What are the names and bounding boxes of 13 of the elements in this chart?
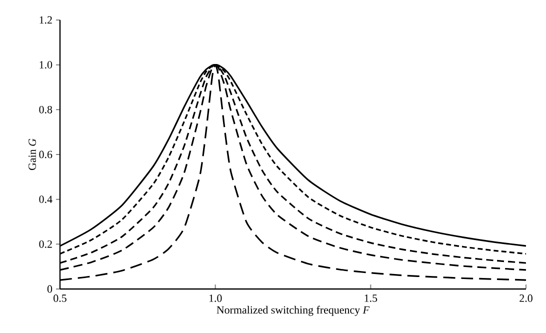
x-tick-label: 1.5 bbox=[364, 294, 378, 302]
y-tick-label: 0 bbox=[47, 285, 52, 293]
y-tick-label: 0.4 bbox=[39, 196, 52, 204]
y-tick-label: 1.2 bbox=[40, 16, 52, 24]
y-tick-label: 0.6 bbox=[39, 150, 52, 158]
x-tick-label: 1.0 bbox=[209, 294, 222, 302]
y-axis-title: Gain G bbox=[28, 138, 36, 170]
y-tick-label: 0.2 bbox=[39, 240, 52, 248]
y-tick-label: 0.8 bbox=[39, 106, 52, 114]
x-axis-title: Normalized switching frequency F bbox=[216, 306, 370, 316]
y-tick-label: 1.0 bbox=[40, 61, 52, 69]
x-tick-label: 2.0 bbox=[520, 294, 532, 302]
x-tick-label: 0.5 bbox=[54, 294, 66, 302]
